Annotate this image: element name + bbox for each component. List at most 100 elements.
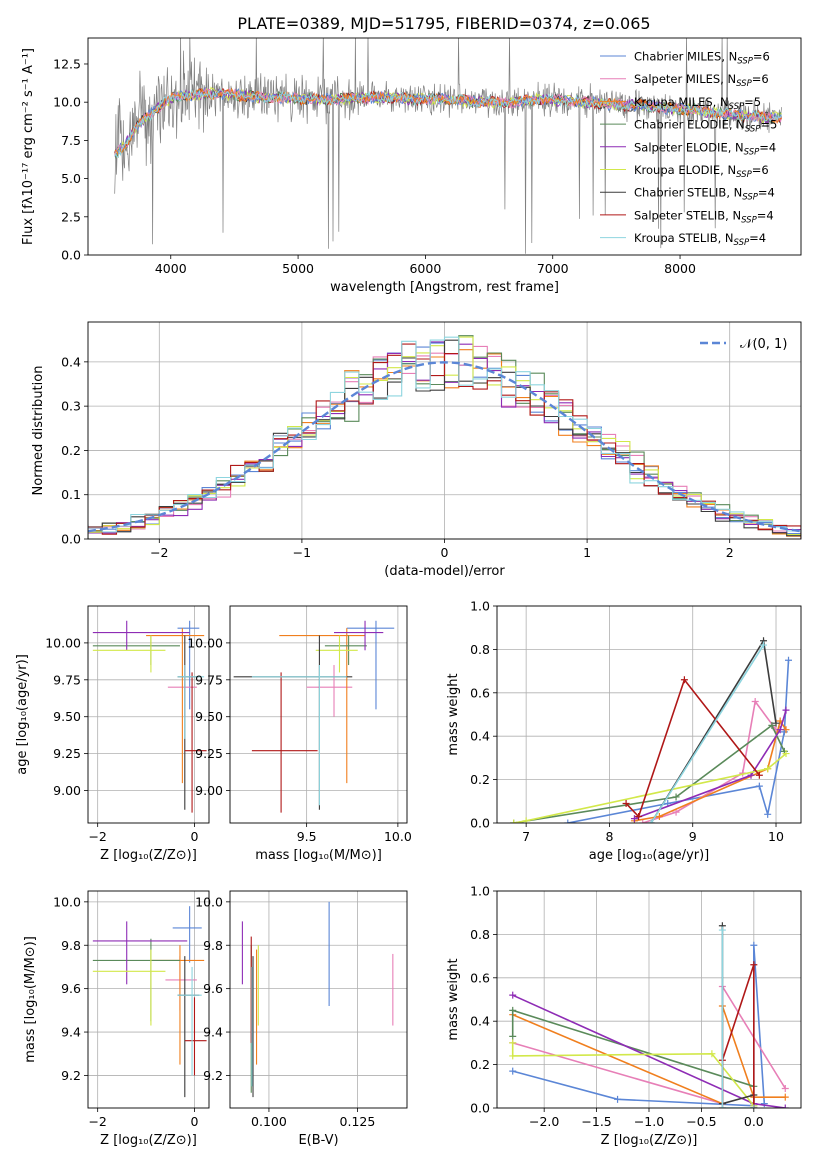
age-vs-Z-panel: −2 0 9.00 9.25 9.50 9.75 10.00 Z [log₁₀(Z/Z⊙)] a… xyxy=(15,605,210,863)
spectrum-legend: Chabrier MILES, NSSP=6 Salpeter MILES, NS… xyxy=(600,50,777,248)
y-tick-label: 0.0 xyxy=(470,816,490,831)
x-tick-label: −1 xyxy=(293,545,311,560)
y-tick-label: 9.2 xyxy=(61,1068,81,1083)
weight-point-chabrier-miles xyxy=(755,782,763,790)
weight-point-kroupa-elodie xyxy=(522,817,530,823)
weight-point-kroupa-elodie xyxy=(764,765,772,773)
spectrum-xlabel: wavelength [Angstrom, rest frame] xyxy=(330,280,559,295)
legend-label-chabrier-miles: Chabrier MILES, NSSP=6 xyxy=(634,50,770,67)
y-tick-label: 0.2 xyxy=(61,443,81,458)
weight-point-chabrier-stelib xyxy=(772,719,780,727)
mass-vs-Z-xlabel: Z [log₁₀(Z/Z⊙)] xyxy=(100,1133,197,1148)
weight-point-chabrier-miles xyxy=(564,819,572,823)
y-tick-label: 9.75 xyxy=(53,672,81,687)
y-tick-label: 1.0 xyxy=(470,884,490,899)
weight-point-kroupa-elodie xyxy=(510,819,518,823)
weight-point-kroupa-stelib xyxy=(760,641,768,649)
x-tick-label: 8 xyxy=(605,829,613,844)
weight-point-salpeter-stelib xyxy=(635,812,643,820)
weight-point-salpeter-elodie xyxy=(782,706,790,714)
spectrum-panel: 4000 5000 6000 7000 8000 0.0 2.5 5.0 7.5 10.0 12.5… xyxy=(21,37,802,295)
y-tick-label: 0.0 xyxy=(61,248,81,263)
y-tick-label: 10.00 xyxy=(187,635,223,650)
y-tick-label: 9.8 xyxy=(203,938,223,953)
legend-label-salpeter-elodie: Salpeter ELODIE, NSSP=4 xyxy=(634,140,776,157)
weight-point-salpeter-stelib xyxy=(755,771,763,779)
y-tick-label: 0.2 xyxy=(470,772,490,787)
residuals-ylabel: Normed distribution xyxy=(31,366,46,496)
y-tick-label: 5.0 xyxy=(61,171,81,186)
y-tick-label: 0.0 xyxy=(61,532,81,547)
age-vs-mass-panel: 9.5 10.0 9.00 9.25 9.50 9.75 10.00 mass [log₁₀(… xyxy=(187,605,412,863)
y-tick-label: 0.4 xyxy=(61,354,81,369)
x-tick-label: −2 xyxy=(88,829,106,844)
age-vs-Z-background xyxy=(88,606,209,823)
x-tick-label: −2 xyxy=(88,1114,106,1129)
y-tick-label: 9.4 xyxy=(203,1025,223,1040)
x-tick-label: 0 xyxy=(191,1114,199,1129)
weight-point-salpeter-miles xyxy=(639,819,647,823)
x-tick-label: 10 xyxy=(768,829,784,844)
y-tick-label: 0.6 xyxy=(470,685,490,700)
age-vs-mass-xlabel: mass [log₁₀(M/M⊙)] xyxy=(255,848,382,863)
residuals-panel: −2 −1 0 1 2 0.0 0.1 0.2 0.3 0.4 (data-model)/error… xyxy=(31,321,802,579)
weight-line-salpeter-stelib xyxy=(625,678,761,819)
x-tick-label: 0.125 xyxy=(340,1114,376,1129)
x-tick-label: −1.5 xyxy=(581,1114,611,1129)
x-tick-label: 8000 xyxy=(664,261,696,276)
axes-frame xyxy=(496,890,802,1109)
y-tick-label: 9.50 xyxy=(195,709,223,724)
mass-vs-ebv-marks xyxy=(241,901,394,1098)
legend-label-normal: 𝒩(0, 1) xyxy=(740,337,787,352)
mass-vs-ebv-background xyxy=(230,891,407,1108)
legend-label-salpeter-miles: Salpeter MILES, NSSP=6 xyxy=(634,72,769,89)
y-tick-label: 9.6 xyxy=(203,981,223,996)
weight-line-kroupa-stelib xyxy=(721,930,754,1108)
weight-vs-age-background xyxy=(497,606,801,823)
x-tick-label: 9 xyxy=(689,829,697,844)
mass-vs-Z-marks xyxy=(92,906,207,1098)
age-vs-mass-marks xyxy=(233,620,395,813)
y-tick-label: 0.6 xyxy=(470,970,490,985)
y-tick-label: 9.2 xyxy=(203,1068,223,1083)
age-vs-Z-marks xyxy=(92,620,207,813)
legend-label-kroupa-stelib: Kroupa STELIB, NSSP=4 xyxy=(634,231,766,248)
x-tick-label: 10.0 xyxy=(384,829,412,844)
weight-vs-Z-xlabel: Z [log₁₀(Z/Z⊙)] xyxy=(601,1133,698,1148)
weight-point-salpeter-miles xyxy=(751,697,759,705)
x-tick-label: −0.5 xyxy=(686,1114,716,1129)
weight-point-kroupa-miles xyxy=(655,812,663,820)
legend-label-chabrier-stelib: Chabrier STELIB, NSSP=4 xyxy=(634,186,775,203)
figure-title: PLATE=0389, MJD=51795, FIBERID=0374, z=0… xyxy=(237,14,650,33)
weight-line-chabrier-elodie xyxy=(513,724,786,823)
normal-curve-line xyxy=(88,361,801,533)
y-tick-label: 9.6 xyxy=(61,981,81,996)
y-tick-label: 1.0 xyxy=(470,599,490,614)
legend-label-kroupa-miles: Kroupa MILES, NSSP=5 xyxy=(634,95,761,112)
weight-point-salpeter-stelib xyxy=(750,961,758,969)
y-tick-label: 9.8 xyxy=(61,938,81,953)
weight-point-kroupa-elodie xyxy=(782,750,790,758)
x-tick-label: 6000 xyxy=(409,261,441,276)
residuals-marks xyxy=(88,335,801,539)
weight-point-chabrier-elodie xyxy=(768,721,776,729)
x-tick-label: 7 xyxy=(522,829,530,844)
x-tick-label: 9.5 xyxy=(297,829,317,844)
weight-point-kroupa-stelib xyxy=(718,1104,726,1108)
weight-point-kroupa-elodie xyxy=(509,1039,517,1047)
x-tick-label: 0 xyxy=(441,545,449,560)
x-tick-label: 4000 xyxy=(155,261,187,276)
x-tick-label: 0.100 xyxy=(251,1114,287,1129)
y-tick-label: 0.3 xyxy=(61,399,81,414)
legend-label-chabrier-elodie: Chabrier ELODIE, NSSP=5 xyxy=(634,118,777,135)
weight-point-chabrier-miles xyxy=(760,1100,768,1108)
y-tick-label: 9.00 xyxy=(195,783,223,798)
weight-point-kroupa-stelib xyxy=(750,1104,758,1108)
y-tick-label: 9.25 xyxy=(53,746,81,761)
y-tick-label: 9.00 xyxy=(53,783,81,798)
x-tick-label: 7000 xyxy=(537,261,569,276)
y-tick-label: 9.25 xyxy=(195,746,223,761)
mass-vs-ebv-xlabel: E(B-V) xyxy=(298,1133,338,1148)
y-tick-label: 10.0 xyxy=(53,95,81,110)
